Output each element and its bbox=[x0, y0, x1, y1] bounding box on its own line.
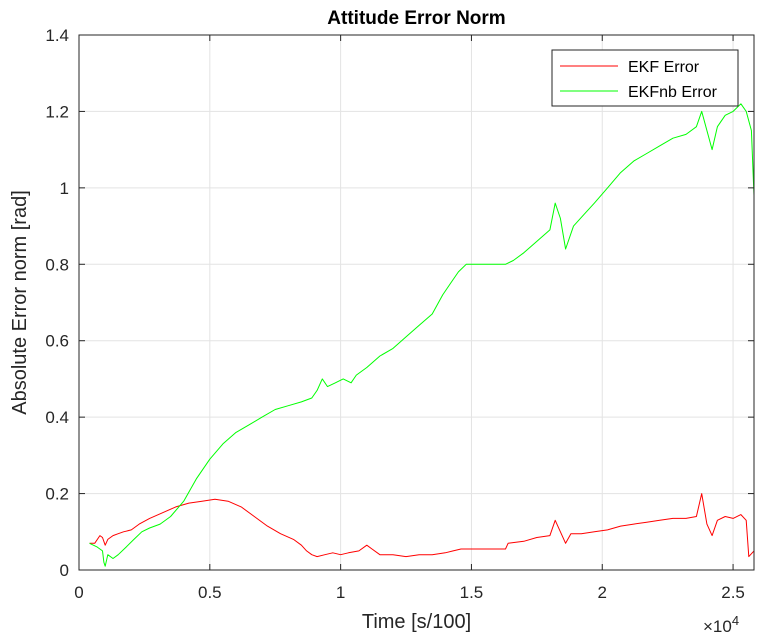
y-axis-label: Absolute Error norm [rad] bbox=[9, 190, 31, 415]
x-tick-label: 0.5 bbox=[198, 583, 222, 602]
series-ekfnb-error-line bbox=[89, 103, 755, 567]
y-tick-label: 0 bbox=[60, 561, 69, 580]
x-axis-exponent: ×104 bbox=[703, 613, 739, 636]
plot-area bbox=[79, 35, 754, 570]
x-tick-label: 1 bbox=[336, 583, 345, 602]
ticks: 0 0.5 1 1.5 2 2.5 0 0.2 0.4 0.6 0.8 1 1.2 1.4 bbox=[45, 26, 754, 602]
legend-label-ekf: EKF Error bbox=[628, 59, 700, 76]
x-tick-label: 1.5 bbox=[460, 583, 484, 602]
series-layer bbox=[89, 103, 755, 567]
y-tick-label: 0.8 bbox=[45, 255, 69, 274]
legend: EKF Error EKFnb Error bbox=[551, 49, 739, 107]
x-tick-label: 2 bbox=[598, 583, 607, 602]
y-tick-label: 0.6 bbox=[45, 332, 69, 351]
y-tick-label: 0.4 bbox=[45, 408, 69, 427]
chart-title: Attitude Error Norm bbox=[327, 8, 505, 29]
x-axis-label: Time [s/100] bbox=[362, 611, 471, 633]
axes-frame bbox=[78, 34, 755, 571]
legend-label-ekfnb: EKFnb Error bbox=[628, 84, 718, 101]
x-tick-label: 2.5 bbox=[721, 583, 745, 602]
y-tick-label: 0.2 bbox=[45, 485, 69, 504]
series-ekf-error-line bbox=[89, 493, 755, 558]
x-tick-label: 0 bbox=[74, 583, 83, 602]
y-tick-label: 1.4 bbox=[45, 26, 69, 45]
y-tick-label: 1.2 bbox=[45, 102, 69, 121]
x-exponent-base: ×10 bbox=[703, 617, 732, 636]
x-exponent-power: 4 bbox=[732, 613, 739, 628]
legend-box bbox=[551, 49, 739, 107]
y-tick-label: 1 bbox=[60, 179, 69, 198]
